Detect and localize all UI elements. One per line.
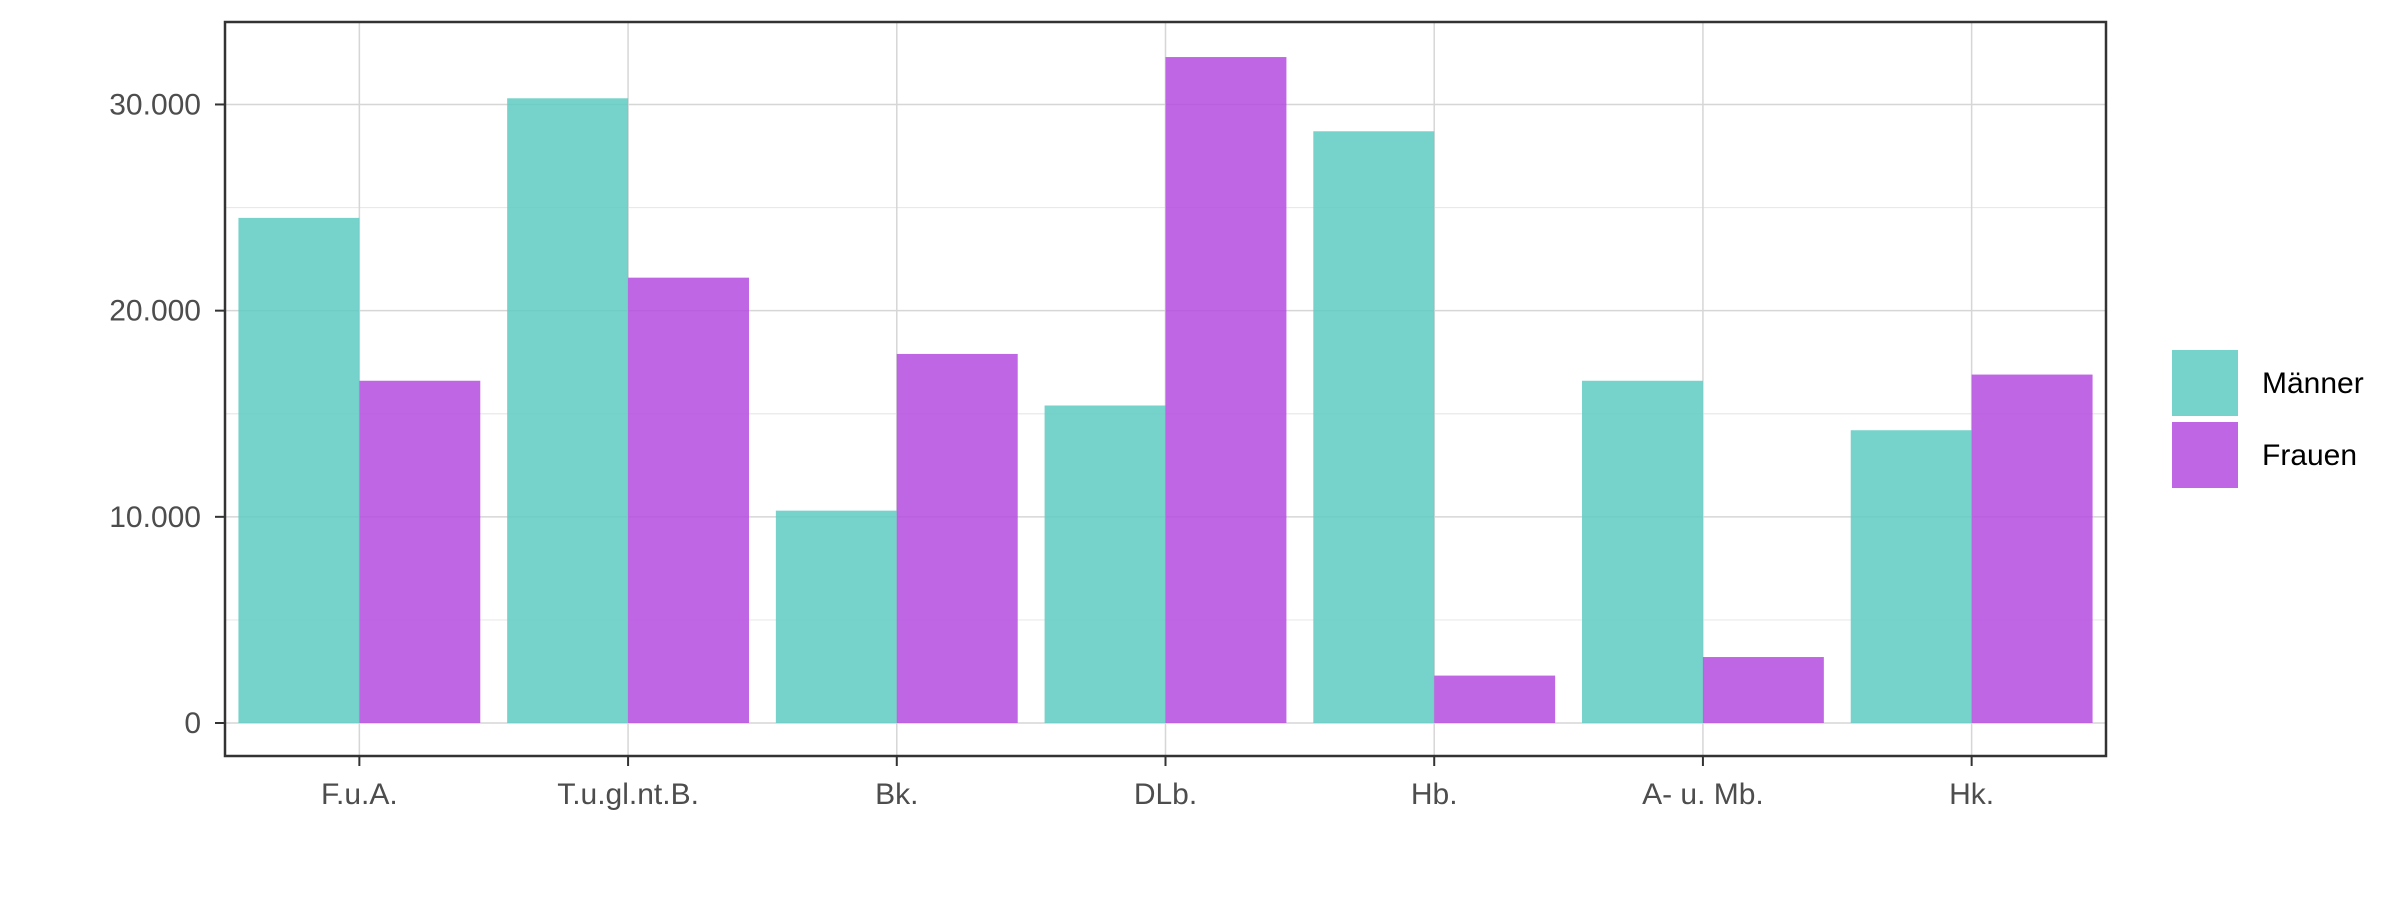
bars bbox=[238, 57, 2093, 724]
y-tick-label: 10.000 bbox=[109, 501, 201, 534]
bar-frauen-6 bbox=[1971, 374, 2093, 724]
y-axis: 0 10.000 20.000 30.000 bbox=[109, 88, 225, 740]
x-tick-label: DLb. bbox=[1134, 778, 1197, 811]
bar-frauen-2 bbox=[896, 353, 1018, 724]
bar-maenner-0 bbox=[238, 217, 360, 724]
bar-frauen-4 bbox=[1434, 675, 1556, 724]
legend-key-frauen bbox=[2172, 422, 2238, 488]
legend-label-frauen: Frauen bbox=[2262, 439, 2357, 472]
bar-frauen-3 bbox=[1165, 57, 1287, 724]
bar-maenner-1 bbox=[507, 98, 629, 724]
x-tick-label: F.u.A. bbox=[321, 778, 398, 811]
bar-maenner-3 bbox=[1044, 405, 1166, 724]
x-tick-label: Bk. bbox=[875, 778, 918, 811]
bar-maenner-2 bbox=[775, 510, 897, 724]
bar-frauen-0 bbox=[359, 380, 481, 724]
legend-label-maenner: Männer bbox=[2262, 367, 2364, 400]
legend: Männer Frauen bbox=[2172, 350, 2364, 488]
bar-maenner-6 bbox=[1850, 430, 1972, 724]
bar-maenner-4 bbox=[1313, 131, 1435, 724]
x-tick-label: Hb. bbox=[1411, 778, 1458, 811]
y-tick-label: 0 bbox=[184, 707, 201, 740]
legend-key-maenner bbox=[2172, 350, 2238, 416]
bar-frauen-5 bbox=[1702, 657, 1824, 724]
x-tick-label: A- u. Mb. bbox=[1642, 778, 1764, 811]
bar-maenner-5 bbox=[1582, 380, 1703, 724]
x-tick-label: Hk. bbox=[1949, 778, 1994, 811]
bar-frauen-1 bbox=[628, 277, 749, 724]
y-tick-label: 20.000 bbox=[109, 295, 201, 328]
x-axis: F.u.A. T.u.gl.nt.B. Bk. DLb. Hb. A- u. Mb. Hk. bbox=[321, 756, 1994, 811]
y-tick-label: 30.000 bbox=[109, 88, 201, 121]
x-tick-label: T.u.gl.nt.B. bbox=[557, 778, 699, 811]
